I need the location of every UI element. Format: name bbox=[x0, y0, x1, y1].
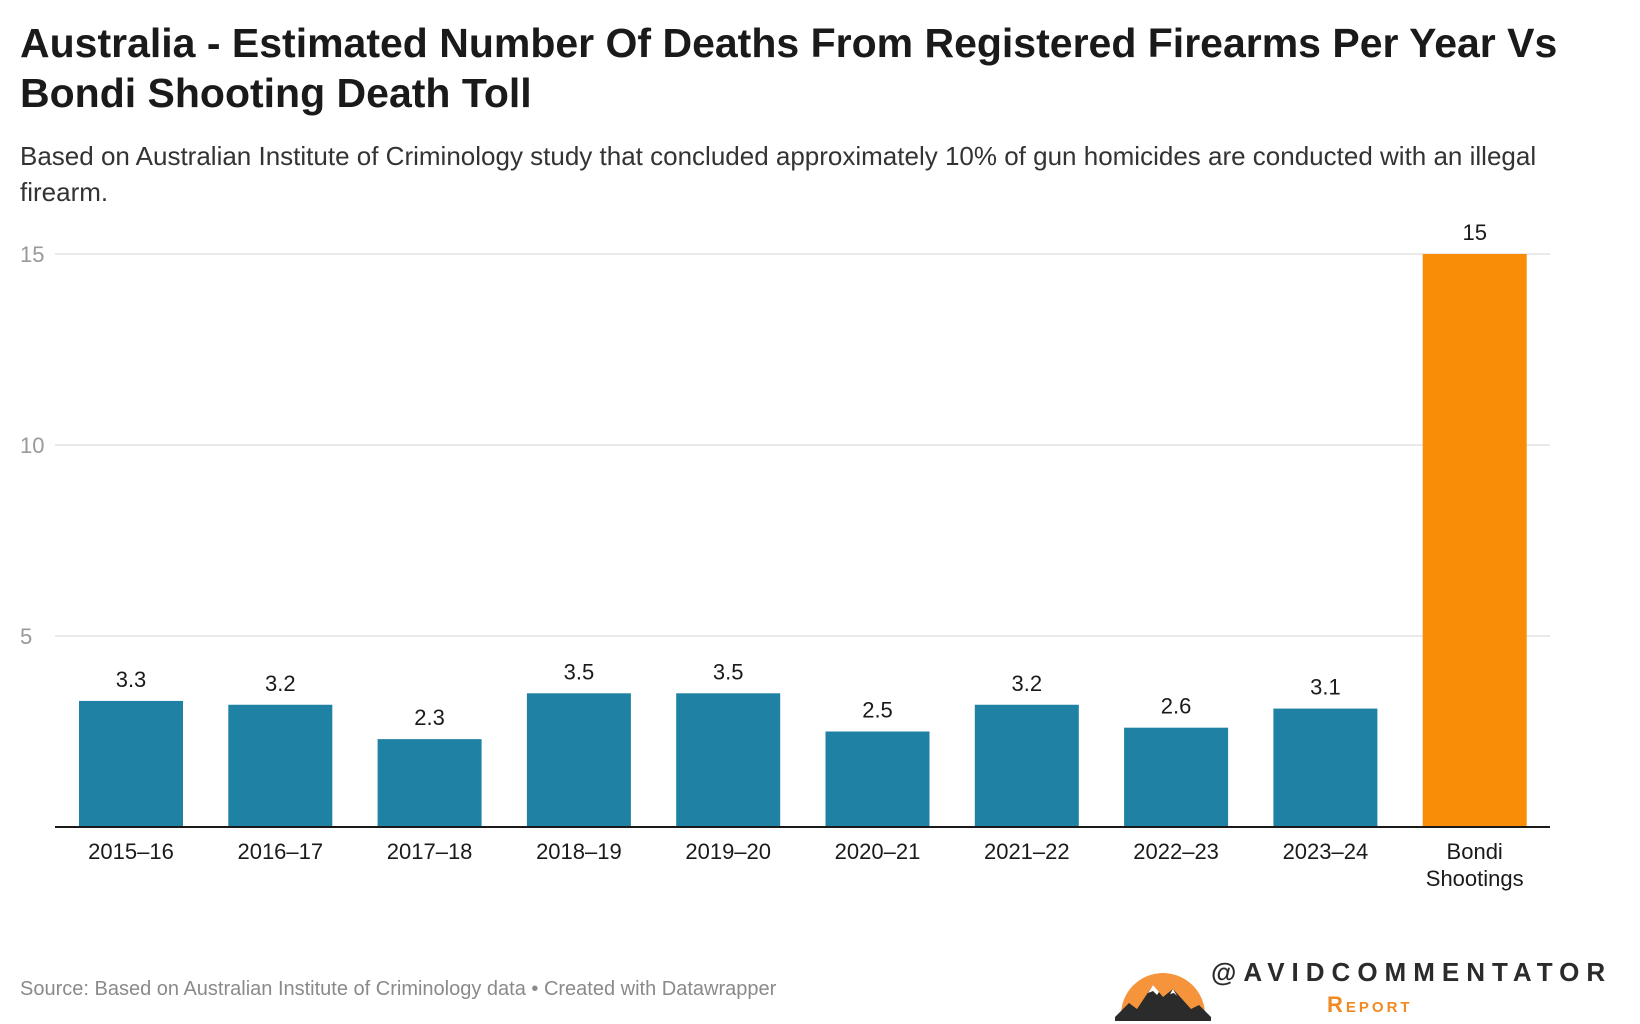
data-label: 3.5 bbox=[713, 659, 744, 684]
data-label: 2.5 bbox=[862, 698, 893, 723]
y-tick-label: 10 bbox=[20, 433, 44, 458]
mountain-sun-logo-icon bbox=[1115, 973, 1211, 1021]
x-tick-label: 2021–22 bbox=[984, 839, 1070, 864]
y-tick-label: 15 bbox=[20, 242, 44, 267]
data-label: 3.5 bbox=[564, 659, 595, 684]
x-tick-label: 2022–23 bbox=[1133, 839, 1219, 864]
bar bbox=[1124, 727, 1229, 827]
x-tick-label: 2017–18 bbox=[387, 839, 473, 864]
bar bbox=[377, 739, 482, 827]
x-tick-label: 2015–16 bbox=[88, 839, 174, 864]
bar bbox=[79, 700, 183, 827]
x-tick-label: 2020–21 bbox=[835, 839, 921, 864]
brand-handle: @AVIDCOMMENTATOR bbox=[1211, 957, 1613, 987]
source-note: Source: Based on Australian Institute of… bbox=[20, 978, 777, 1000]
bar bbox=[676, 693, 781, 827]
data-label: 15 bbox=[1462, 220, 1486, 245]
brand-block: @AVIDCOMMENTATOR Report bbox=[1115, 955, 1635, 1024]
data-label: 3.2 bbox=[1012, 671, 1043, 696]
bar-chart: 5 10 15 3.3 2015–16 3.2 2016–17 2.3 2017–18 3.5 20… bbox=[20, 220, 1550, 891]
data-label: 3.2 bbox=[265, 671, 296, 696]
y-tick-label: 5 bbox=[20, 624, 32, 649]
bar bbox=[1422, 254, 1527, 827]
bar bbox=[825, 731, 930, 827]
data-label: 2.3 bbox=[414, 705, 445, 730]
x-tick-label: Shootings bbox=[1426, 866, 1524, 891]
x-tick-label: 2019–20 bbox=[685, 839, 771, 864]
chart-subtitle: Based on Australian Institute of Crimino… bbox=[20, 141, 1537, 207]
chart-title: Australia - Estimated Number Of Deaths F… bbox=[20, 20, 1558, 116]
bar bbox=[526, 693, 631, 827]
x-tick-label: 2018–19 bbox=[536, 839, 622, 864]
data-label: 2.6 bbox=[1161, 694, 1192, 719]
x-tick-label: 2016–17 bbox=[237, 839, 323, 864]
x-tick-label: 2023–24 bbox=[1283, 839, 1369, 864]
brand-report: Report bbox=[1327, 992, 1413, 1017]
data-label: 3.1 bbox=[1310, 675, 1341, 700]
data-label: 3.3 bbox=[116, 667, 147, 692]
bar bbox=[228, 704, 333, 827]
bar bbox=[974, 704, 1079, 827]
bar bbox=[1273, 708, 1378, 827]
x-tick-label: Bondi bbox=[1447, 839, 1503, 864]
